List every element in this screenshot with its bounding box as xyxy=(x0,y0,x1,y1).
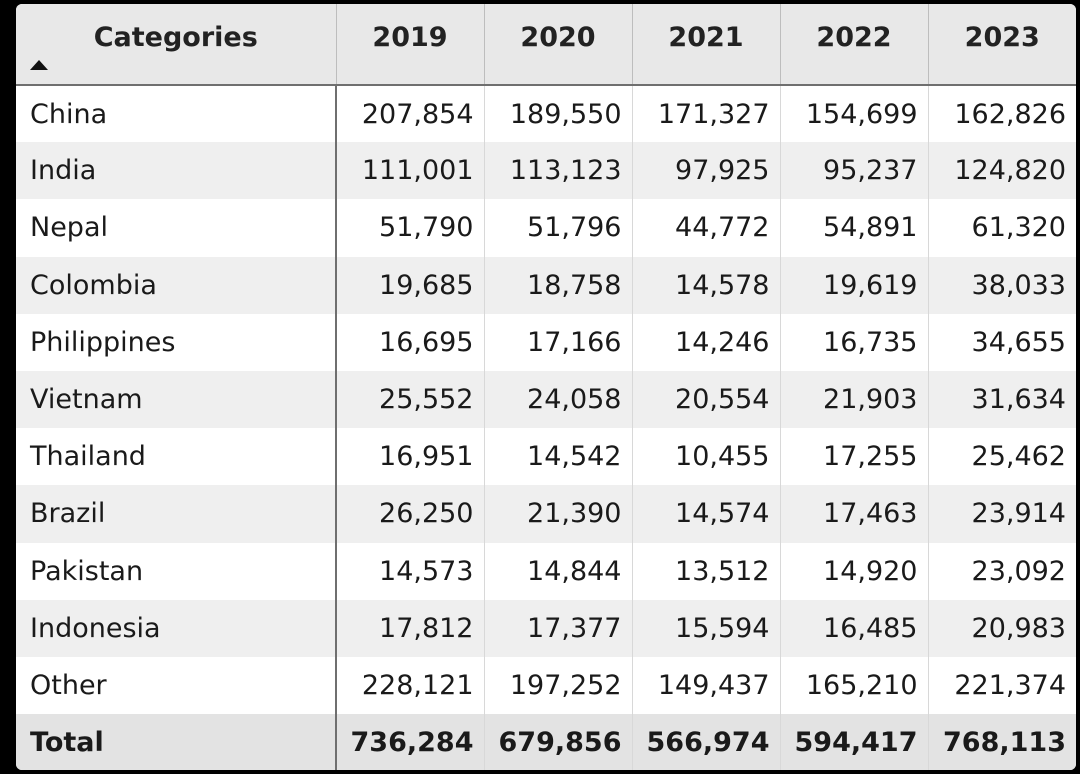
table-cell: 14,542 xyxy=(484,428,633,486)
table-cell: 17,377 xyxy=(484,599,633,657)
table-row: China 207,854 189,550 171,327 154,699 16… xyxy=(16,85,1076,143)
table-row: Indonesia 17,812 17,377 15,594 16,485 20… xyxy=(16,599,1076,657)
column-header-2020[interactable]: 2020 xyxy=(484,4,633,86)
table-row: Thailand 16,951 14,542 10,455 17,255 25,… xyxy=(16,428,1076,486)
column-header-label: Categories xyxy=(93,22,258,53)
total-cell: 566,974 xyxy=(632,714,781,770)
table-cell: 165,210 xyxy=(780,656,929,715)
table-cell: 20,983 xyxy=(928,599,1076,657)
column-header-2022[interactable]: 2022 xyxy=(780,4,929,86)
table-cell: 14,574 xyxy=(632,485,781,543)
sort-ascending-icon[interactable] xyxy=(30,60,48,70)
data-table-panel: Categories 2019 2020 2021 2022 2023 Chin… xyxy=(16,4,1076,770)
table-cell: 17,166 xyxy=(484,313,633,371)
row-category: Indonesia xyxy=(16,599,337,657)
total-label: Total xyxy=(16,714,337,770)
table-row: India 111,001 113,123 97,925 95,237 124,… xyxy=(16,142,1076,200)
table-cell: 10,455 xyxy=(632,428,781,486)
table-cell: 25,552 xyxy=(336,370,485,429)
total-cell: 736,284 xyxy=(336,714,485,770)
table-cell: 17,255 xyxy=(780,428,929,486)
table-cell: 111,001 xyxy=(336,142,485,200)
table-cell: 154,699 xyxy=(780,85,929,143)
row-category: Colombia xyxy=(16,256,337,314)
table-cell: 51,796 xyxy=(484,199,633,257)
data-table: Categories 2019 2020 2021 2022 2023 Chin… xyxy=(16,4,1076,770)
table-cell: 97,925 xyxy=(632,142,781,200)
table-cell: 17,463 xyxy=(780,485,929,543)
total-cell: 768,113 xyxy=(928,714,1076,770)
row-category: Nepal xyxy=(16,199,337,257)
total-cell: 594,417 xyxy=(780,714,929,770)
table-cell: 21,903 xyxy=(780,370,929,429)
row-category: China xyxy=(16,85,337,143)
table-cell: 38,033 xyxy=(928,256,1076,314)
row-category: India xyxy=(16,142,337,200)
table-cell: 113,123 xyxy=(484,142,633,200)
table-cell: 16,735 xyxy=(780,313,929,371)
table-cell: 189,550 xyxy=(484,85,633,143)
table-cell: 171,327 xyxy=(632,85,781,143)
table-cell: 19,685 xyxy=(336,256,485,314)
table-cell: 44,772 xyxy=(632,199,781,257)
column-header-categories[interactable]: Categories xyxy=(16,4,337,86)
table-cell: 34,655 xyxy=(971,326,1066,358)
table-cell: 16,951 xyxy=(336,428,485,486)
table-cell: 162,826 xyxy=(954,98,1066,130)
table-cell: 18,758 xyxy=(484,256,633,314)
table-cell: 31,634 xyxy=(928,370,1076,429)
table-cell: 51,790 xyxy=(336,199,485,257)
table-cell: 14,578 xyxy=(632,256,781,314)
table-cell: 95,237 xyxy=(780,142,929,200)
table-row: Pakistan 14,573 14,844 13,512 14,920 23,… xyxy=(16,542,1076,600)
table-row: Philippines 16,695 17,166 14,246 16,735 … xyxy=(16,313,1076,371)
header-row: Categories 2019 2020 2021 2022 2023 xyxy=(16,4,1076,86)
row-category: Philippines xyxy=(16,313,337,371)
total-row: Total 736,284 679,856 566,974 594,417 76… xyxy=(16,714,1076,770)
table-cell: 14,920 xyxy=(780,542,929,600)
row-category: Thailand xyxy=(16,428,337,486)
table-cell: 24,058 xyxy=(484,370,633,429)
table-cell: 228,121 xyxy=(336,656,485,715)
table-cell: 149,437 xyxy=(632,656,781,715)
table-cell: 16,485 xyxy=(780,599,929,657)
table-cell: 197,252 xyxy=(484,656,633,715)
table-row: Vietnam 25,552 24,058 20,554 21,903 31,6… xyxy=(16,370,1076,429)
table-cell: 207,854 xyxy=(336,85,485,143)
table-cell: 21,390 xyxy=(484,485,633,543)
table-cell: 14,844 xyxy=(484,542,633,600)
table-cell: 23,092 xyxy=(971,555,1066,587)
table-cell: 124,820 xyxy=(928,142,1076,200)
table-cell: 16,695 xyxy=(336,313,485,371)
table-row: Other 228,121 197,252 149,437 165,210 22… xyxy=(16,656,1076,715)
table-cell: 14,246 xyxy=(632,313,781,371)
row-category: Other xyxy=(16,656,337,715)
table-cell: 19,619 xyxy=(780,256,929,314)
table-row: Brazil 26,250 21,390 14,574 17,463 23,91… xyxy=(16,485,1076,543)
table-cell: 54,891 xyxy=(780,199,929,257)
table-cell: 26,250 xyxy=(336,485,485,543)
table-cell: 221,374 xyxy=(954,669,1066,701)
table-cell: 25,462 xyxy=(971,441,1066,473)
column-header-2019[interactable]: 2019 xyxy=(336,4,485,86)
row-category: Pakistan xyxy=(16,542,337,600)
table-row: Colombia 19,685 18,758 14,578 19,619 38,… xyxy=(16,256,1076,314)
column-header-2021[interactable]: 2021 xyxy=(632,4,781,86)
table-cell: 17,812 xyxy=(336,599,485,657)
total-cell: 679,856 xyxy=(484,714,633,770)
row-category: Brazil xyxy=(16,485,337,543)
table-cell: 61,320 xyxy=(971,212,1066,244)
table-cell: 23,914 xyxy=(928,485,1076,543)
column-header-2023[interactable]: 2023 xyxy=(928,4,1076,86)
table-cell: 20,554 xyxy=(632,370,781,429)
row-category: Vietnam xyxy=(16,370,337,429)
table-cell: 14,573 xyxy=(336,542,485,600)
table-cell: 13,512 xyxy=(632,542,781,600)
table-row: Nepal 51,790 51,796 44,772 54,891 61,320 xyxy=(16,199,1076,257)
table-cell: 15,594 xyxy=(632,599,781,657)
